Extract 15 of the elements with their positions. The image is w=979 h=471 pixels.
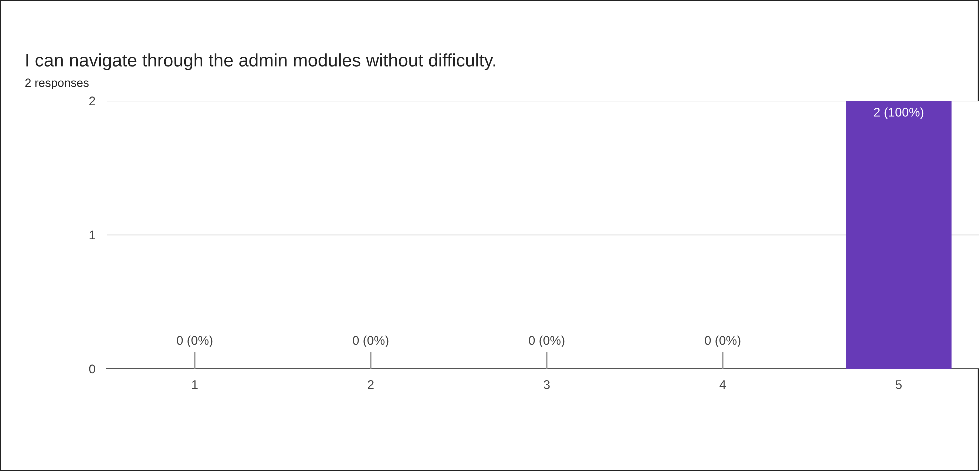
data-label: 0 (0%) bbox=[353, 336, 389, 348]
data-label: 0 (0%) bbox=[529, 336, 565, 348]
chart-subtitle: 2 responses bbox=[26, 78, 89, 90]
chart-title: I can navigate through the admin modules without difficulty. bbox=[26, 54, 496, 70]
x-tick-label: 4 bbox=[720, 380, 726, 390]
x-tick-label: 1 bbox=[192, 380, 198, 390]
y-tick-label: 1 bbox=[90, 230, 96, 240]
data-label: 2 (100%) bbox=[874, 108, 924, 120]
y-tick-label: 0 bbox=[89, 364, 96, 374]
data-label: 0 (0%) bbox=[177, 336, 213, 348]
x-tick-label: 5 bbox=[896, 380, 902, 390]
data-label: 0 (0%) bbox=[705, 336, 741, 348]
y-tick-label: 2 bbox=[90, 96, 96, 106]
x-tick-label: 2 bbox=[368, 380, 374, 390]
x-tick-label: 3 bbox=[544, 380, 550, 390]
